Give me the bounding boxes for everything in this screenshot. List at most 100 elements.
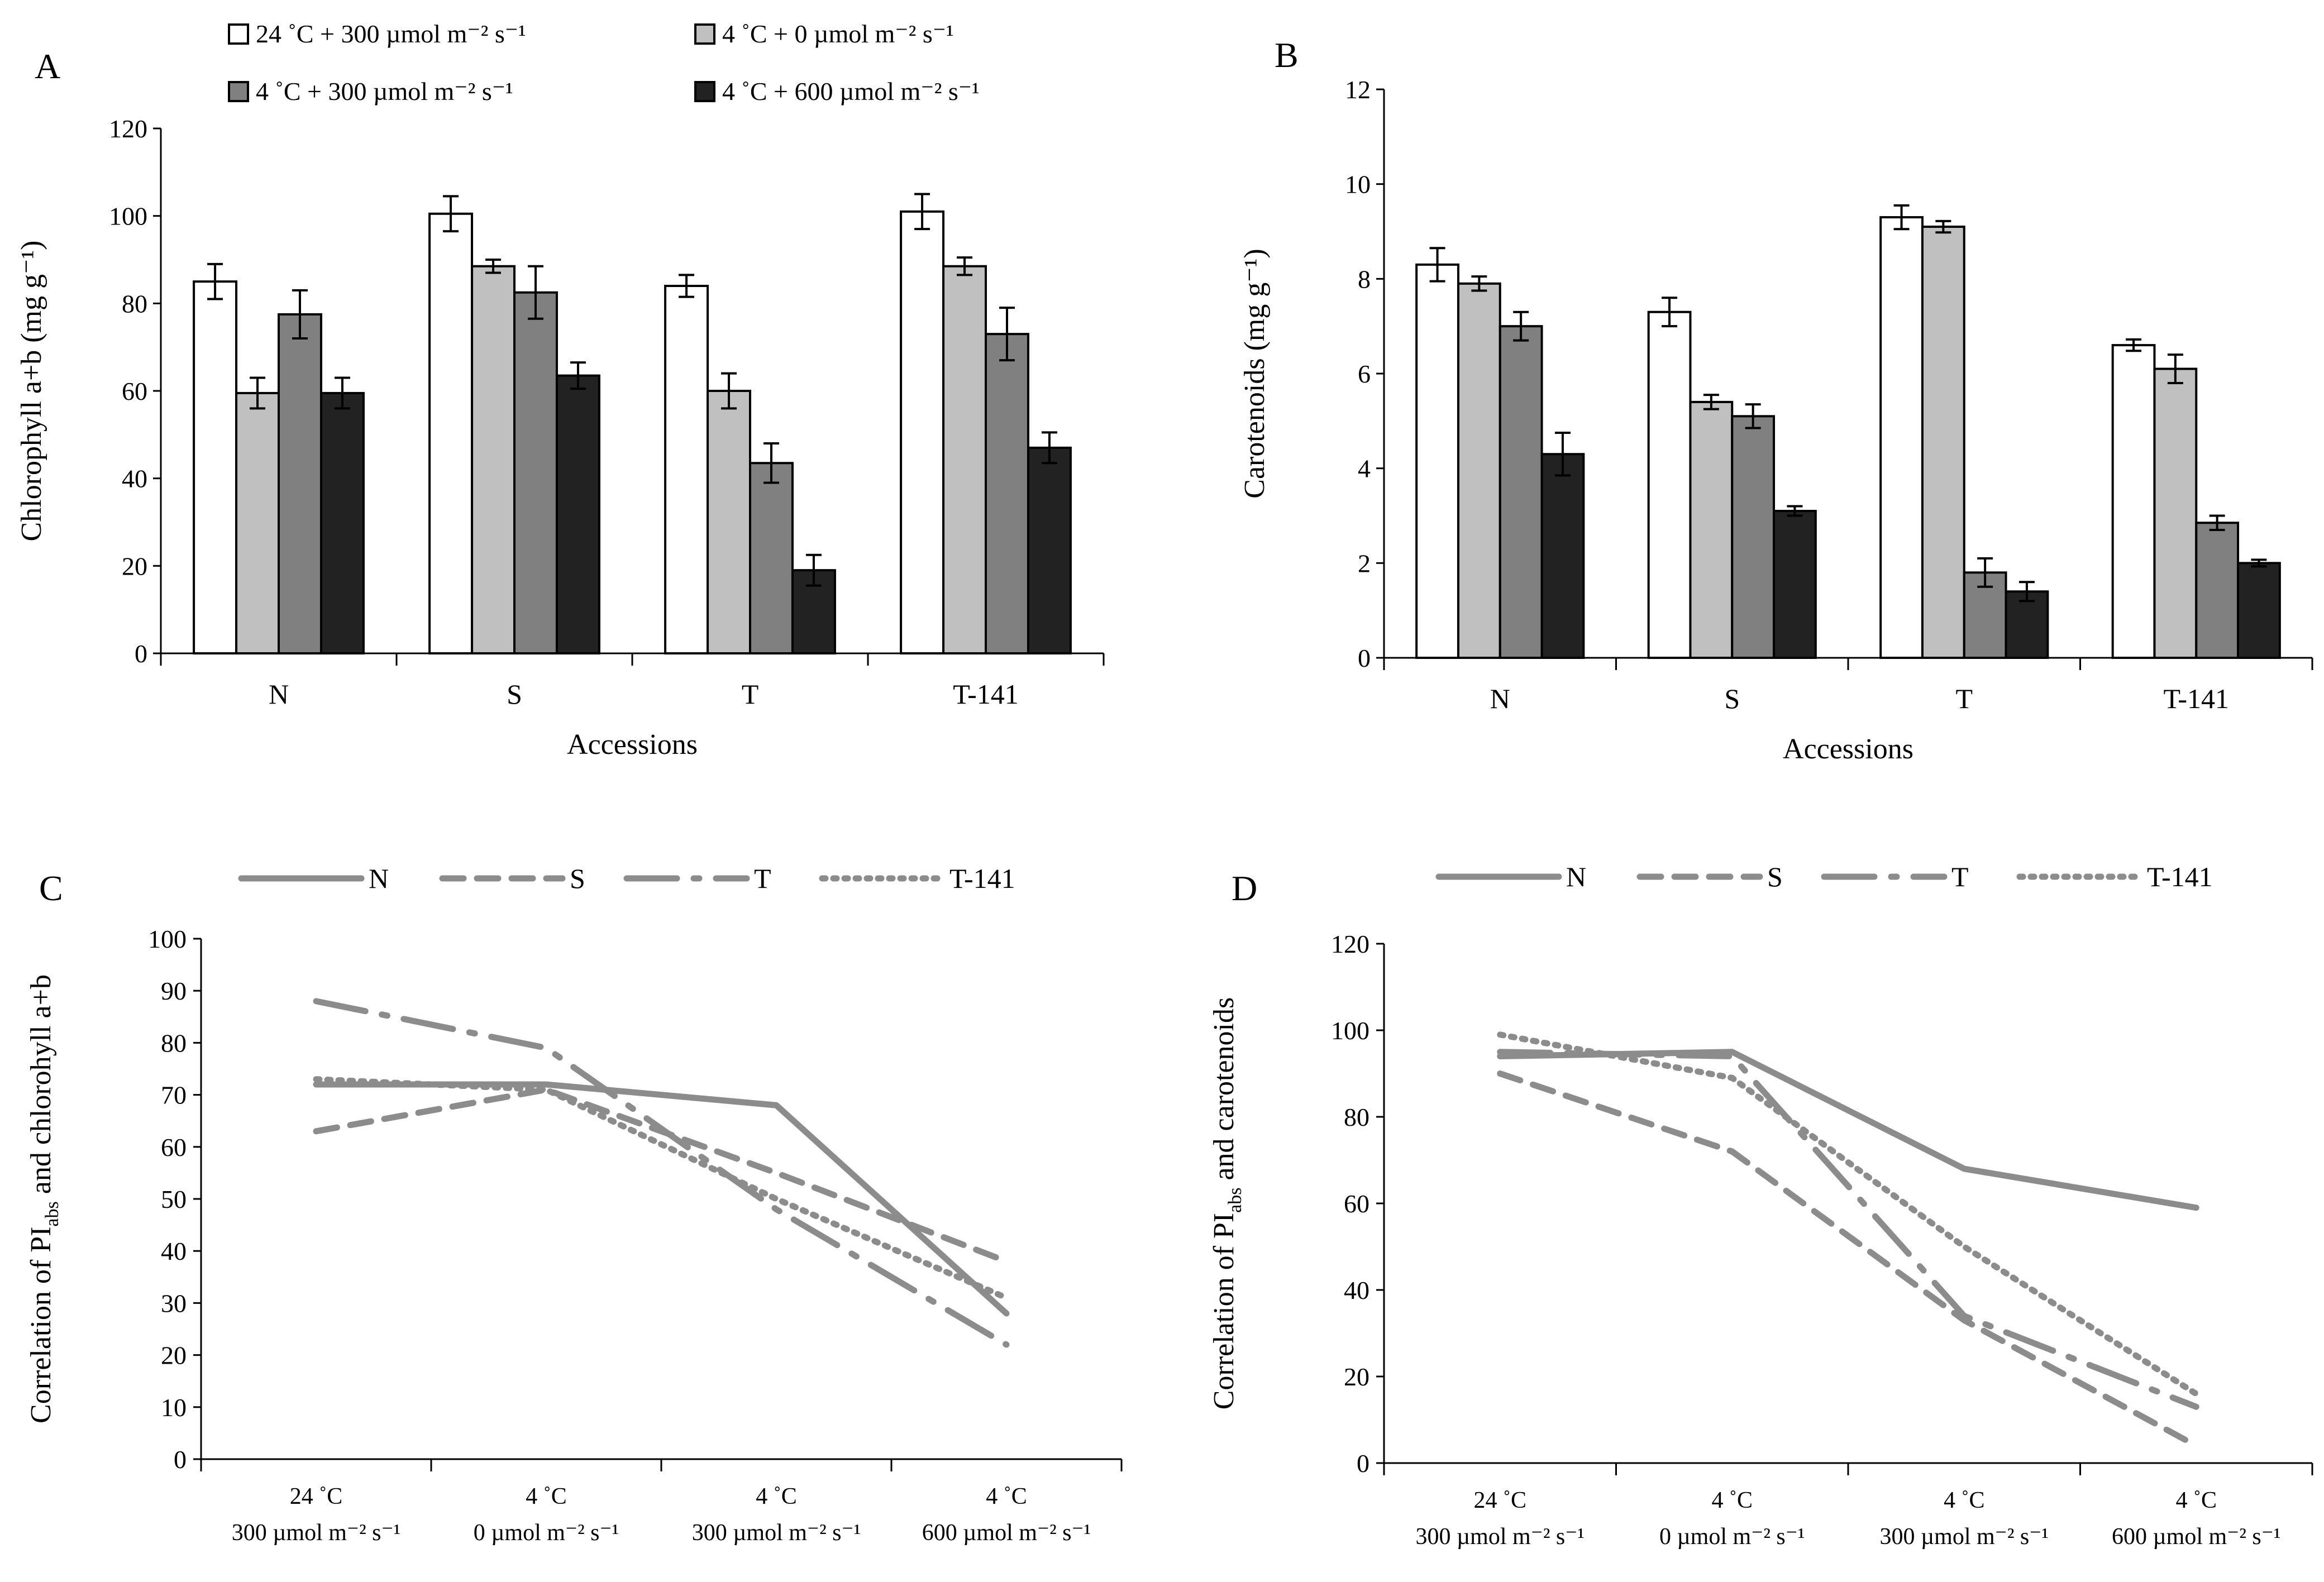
y-tick-label: 60	[122, 377, 147, 405]
category-label: N	[1490, 683, 1510, 714]
y-tick-label: 40	[161, 1237, 187, 1265]
bar	[707, 390, 752, 654]
bar	[2153, 367, 2198, 659]
bar	[985, 333, 1029, 654]
y-axis-title-part: Correlation of PI	[25, 1227, 57, 1423]
y-tick-label: 60	[1344, 1189, 1369, 1218]
y-axis-title: Chlorophyll a+b (mg g⁻¹)	[16, 241, 47, 542]
legend-label: T-141	[2147, 861, 2213, 892]
x-axis-title: Accessions	[1783, 733, 1913, 765]
legend-label: N	[369, 863, 389, 894]
bar	[1499, 325, 1543, 659]
bar	[1027, 446, 1072, 654]
y-tick-label: 120	[109, 114, 147, 143]
category-label-line2: 300 µmol m⁻² s⁻¹	[232, 1520, 401, 1546]
bar	[1647, 310, 1692, 659]
category-label: T	[742, 678, 759, 710]
bar	[1415, 263, 1459, 659]
category-label-line1: 4 ˚C	[1712, 1488, 1753, 1513]
y-tick-label: 90	[161, 977, 187, 1005]
bar	[193, 280, 238, 654]
y-tick-label: 0	[174, 1445, 187, 1474]
category-label: T	[1955, 683, 1973, 714]
bar	[2111, 344, 2156, 659]
y-tick-label: 70	[161, 1081, 187, 1110]
y-tick-label: 100	[148, 925, 187, 953]
legend-label: 24 ˚C + 300 µmol m⁻² s⁻¹	[256, 20, 526, 48]
category-label-line1: 4 ˚C	[756, 1484, 797, 1509]
series-line-S	[1497, 1070, 2199, 1449]
category-label: S	[1724, 683, 1740, 714]
category-label-line2: 600 µmol m⁻² s⁻¹	[2112, 1524, 2281, 1550]
bar	[235, 391, 280, 655]
y-tick-label: 80	[1344, 1103, 1369, 1131]
y-tick-label: 0	[1357, 1449, 1369, 1478]
x-axis-title: Accessions	[567, 729, 698, 761]
y-tick-label: 100	[1331, 1016, 1369, 1045]
bar	[428, 212, 474, 654]
y-tick-label: 100	[109, 202, 147, 231]
y-tick-label: 10	[161, 1393, 187, 1422]
y-tick-label: 10	[1345, 170, 1371, 199]
bar	[2005, 590, 2049, 659]
category-label-line2: 0 µmol m⁻² s⁻¹	[474, 1520, 619, 1546]
category-label-line1: 24 ˚C	[290, 1484, 343, 1509]
panel-letter: D	[1232, 868, 1257, 908]
category-label-line2: 300 µmol m⁻² s⁻¹	[1415, 1524, 1585, 1550]
series-line-T-141	[1497, 1031, 2199, 1397]
series-line-N	[313, 1081, 1010, 1317]
legend-swatch	[694, 23, 715, 45]
legend-label: 4 ˚C + 600 µmol m⁻² s⁻¹	[722, 77, 980, 106]
bar	[319, 391, 365, 655]
category-label: T-141	[2163, 683, 2229, 714]
chart-B: B 0 2 4 6 8 10 12 N S T T-141 Accessions Carotenoids …	[1239, 35, 2313, 765]
bar	[513, 291, 558, 654]
bar	[278, 313, 322, 654]
legend: 24 ˚C + 300 µmol m⁻² s⁻¹ 4 ˚C + 0 µmol m⁻…	[228, 20, 980, 106]
legend-swatch	[228, 23, 249, 45]
y-axis-title-subscript: abs	[42, 1201, 63, 1226]
bar	[2237, 562, 2281, 659]
category-label-line2: 300 µmol m⁻² s⁻¹	[1879, 1524, 2049, 1550]
bar	[1457, 282, 1501, 659]
y-tick-label: 60	[161, 1133, 187, 1162]
y-tick-label: 0	[135, 639, 147, 668]
panel-letter: A	[35, 46, 60, 86]
y-axis-title-subscript: abs	[1225, 1188, 1245, 1213]
y-tick-label: 6	[1358, 360, 1371, 388]
series-line-S	[313, 1086, 1010, 1265]
y-tick-label: 20	[1344, 1363, 1369, 1391]
category-label-line1: 4 ˚C	[986, 1484, 1027, 1509]
category-label-line1: 24 ˚C	[1474, 1488, 1527, 1513]
series-line-T-141	[313, 1076, 1010, 1301]
y-tick-label: 12	[1345, 75, 1371, 104]
bar	[2195, 522, 2240, 659]
y-tick-label: 80	[161, 1029, 187, 1057]
legend-label: S	[1767, 861, 1783, 892]
legend: N S T T-141	[238, 863, 1015, 894]
legend-swatch	[694, 81, 715, 102]
bar	[664, 285, 709, 654]
bar	[749, 462, 794, 654]
category-label-line1: 4 ˚C	[1944, 1488, 1985, 1513]
y-axis-title-part: and chlorohyll a+b	[25, 974, 57, 1201]
y-tick-label: 8	[1358, 265, 1371, 293]
category-label-line2: 600 µmol m⁻² s⁻¹	[922, 1520, 1091, 1546]
chart-C: C 0 10 20 30 40 50 60 70 80 90 100 24 ˚C 300 µmol m⁻²…	[25, 863, 1123, 1546]
legend-label: N	[1566, 861, 1586, 892]
y-tick-label: 20	[122, 552, 147, 580]
y-tick-label: 20	[161, 1341, 187, 1370]
legend-swatch	[228, 81, 249, 102]
category-label: T-141	[953, 678, 1019, 710]
category-label: S	[507, 678, 522, 710]
legend-label: 4 ˚C + 300 µmol m⁻² s⁻¹	[256, 77, 513, 106]
y-axis-title: Carotenoids (mg g⁻¹)	[1239, 248, 1271, 498]
bar	[1879, 216, 1924, 659]
legend-label: 4 ˚C + 0 µmol m⁻² s⁻¹	[722, 20, 954, 48]
y-tick-label: 120	[1331, 930, 1369, 958]
series-line-T	[1497, 1049, 2199, 1410]
y-tick-label: 2	[1358, 549, 1371, 577]
legend-label: T-141	[949, 863, 1015, 894]
y-axis-title: Correlation of PIabs and carotenoids	[1208, 997, 1245, 1409]
chart-D: D 0 20 40 60 80 100 120 24 ˚C 300 µmol m⁻² s⁻¹ 4 ˚…	[1208, 861, 2313, 1550]
